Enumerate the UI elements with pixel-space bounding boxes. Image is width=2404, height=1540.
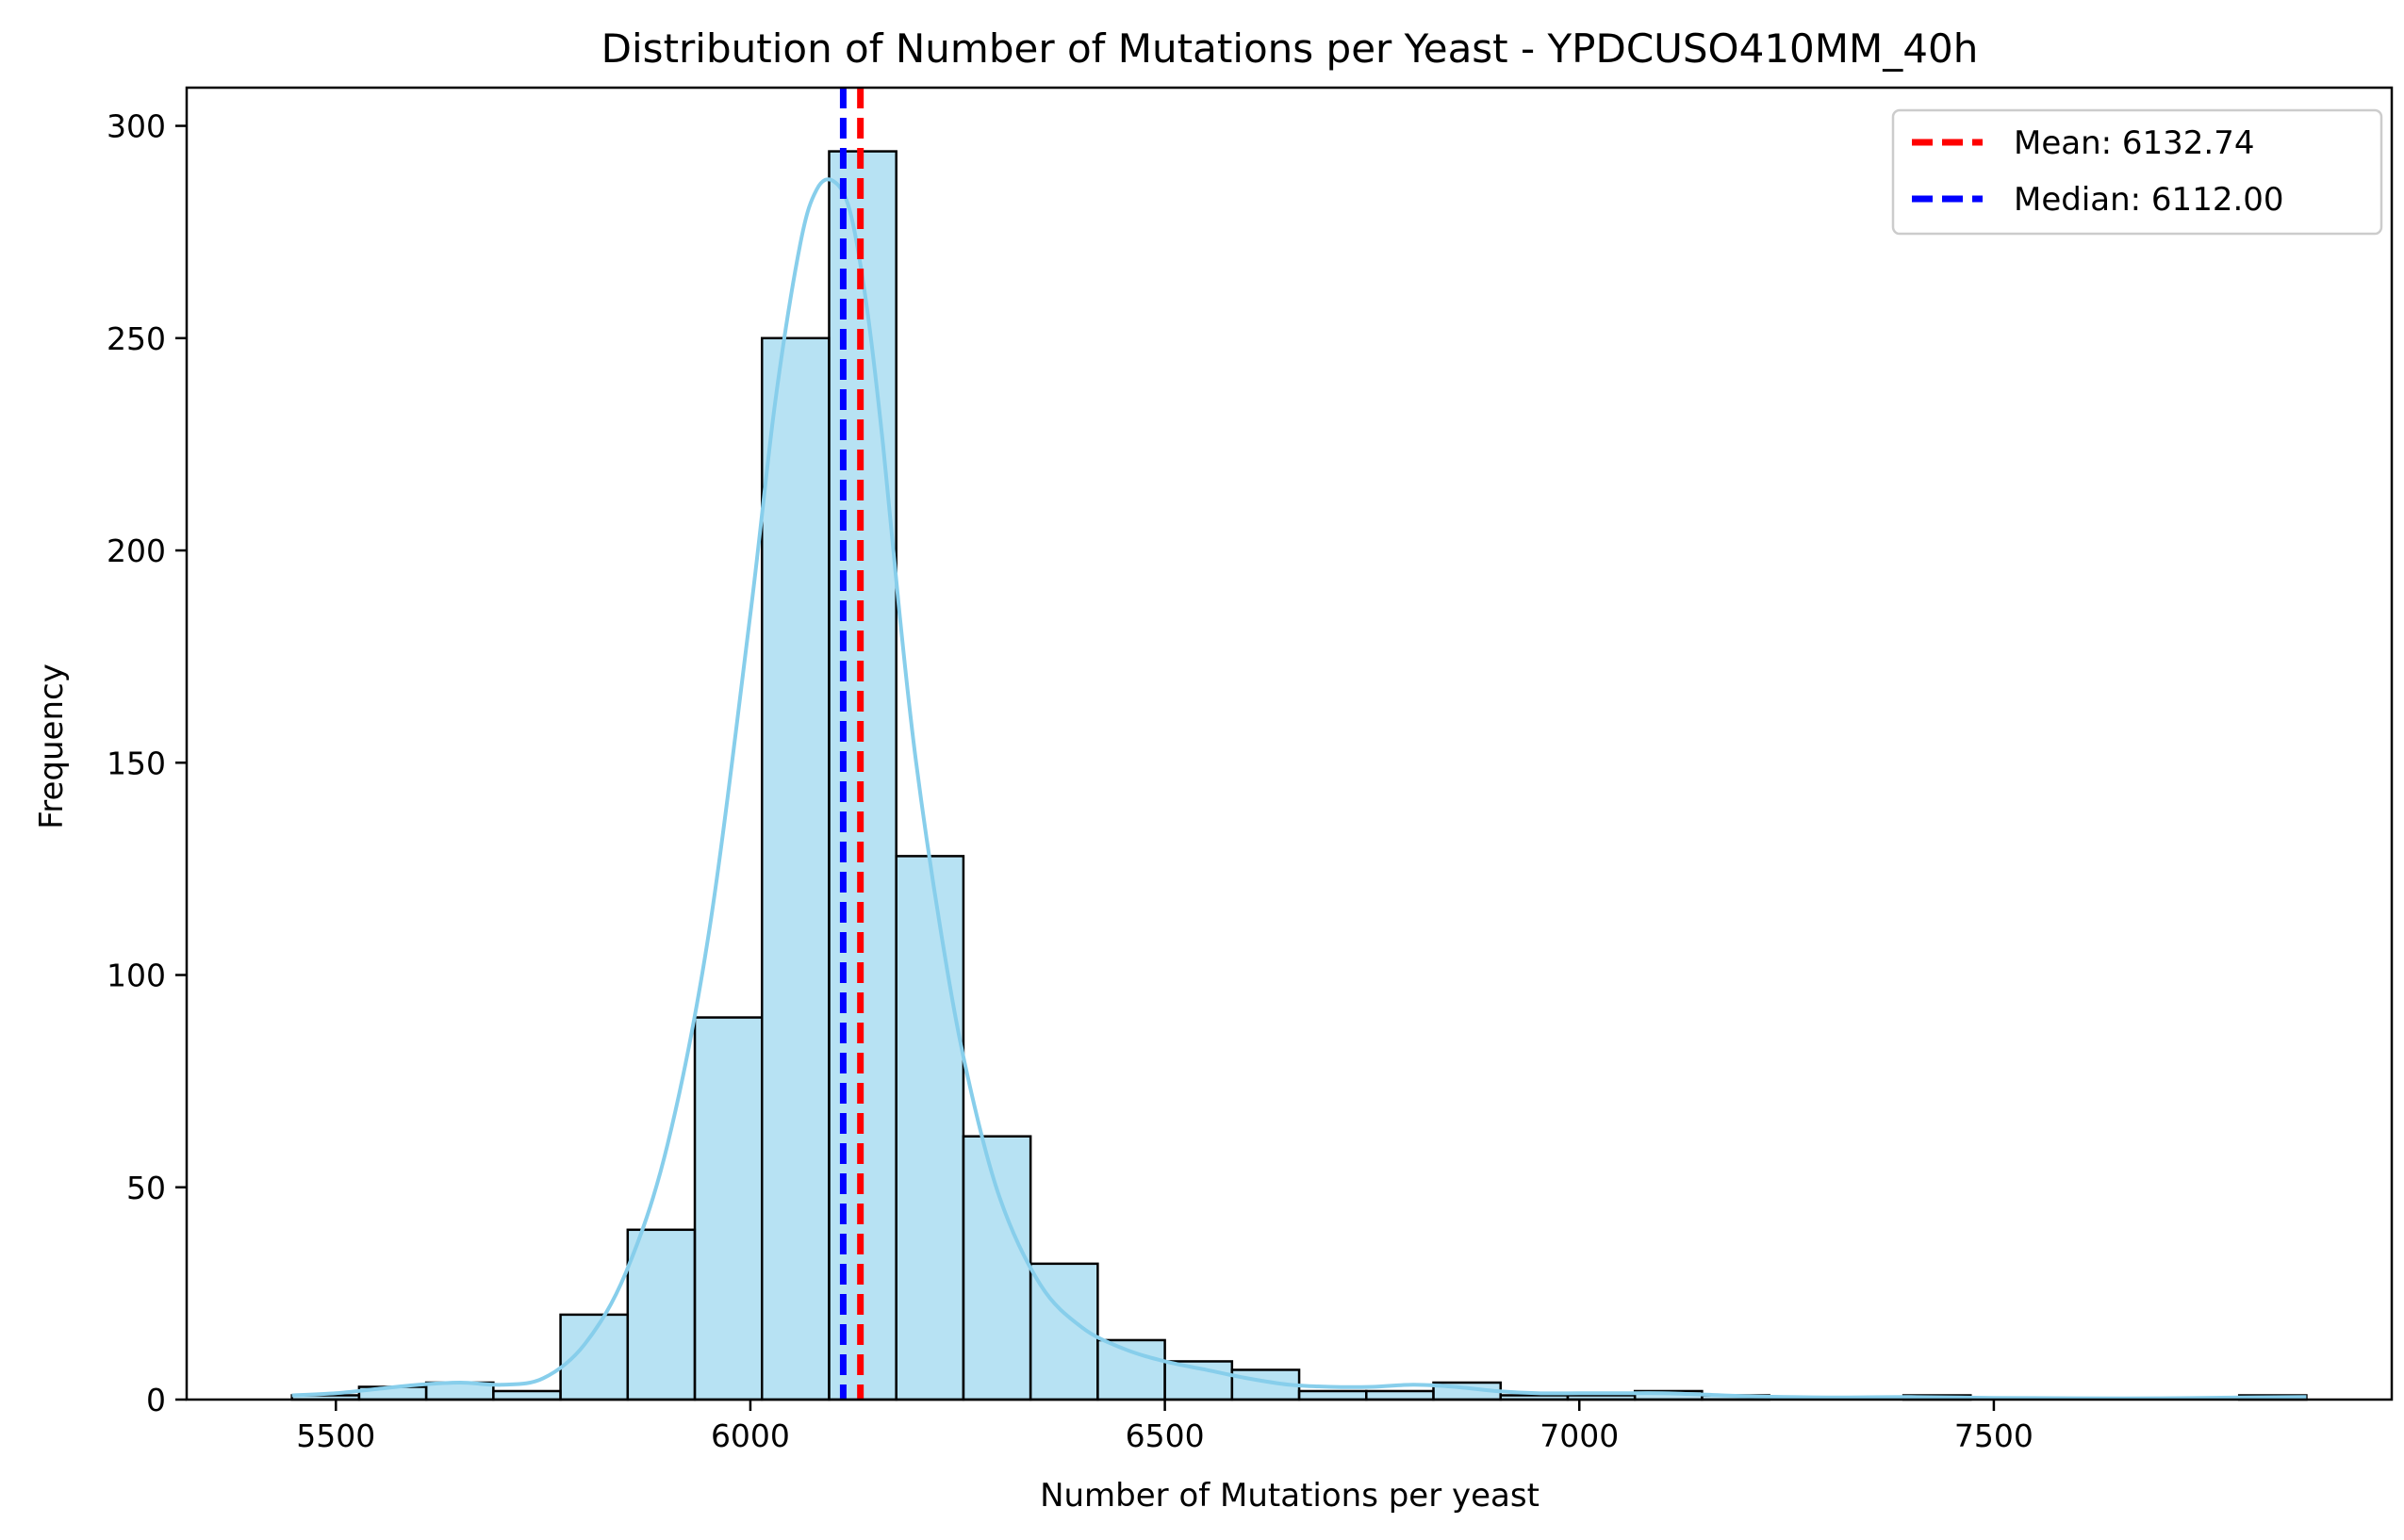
histogram-bar: [895, 855, 965, 1401]
y-tick-label: 0: [146, 1382, 166, 1418]
histogram-bar: [492, 1389, 562, 1401]
x-tick-label: 7000: [1540, 1417, 1619, 1454]
y-tick-label: 300: [107, 108, 166, 145]
plot-area: 5500 6000 6500 7000 7500 0 50 100 150 200 250 300 Me…: [107, 86, 2394, 1454]
y-tick-label: 100: [107, 958, 166, 994]
x-tick-label: 6000: [711, 1417, 790, 1454]
legend-median-label: Median: 6112.00: [2014, 181, 2284, 219]
histogram-bar: [962, 1135, 1032, 1401]
legend-mean-label: Mean: 6132.74: [2014, 124, 2255, 162]
legend-box: [1891, 108, 2383, 236]
histogram-bar: [761, 336, 831, 1401]
y-tick-label: 50: [126, 1170, 166, 1206]
histogram-bar: [1297, 1389, 1368, 1401]
histogram-bar: [1096, 1338, 1166, 1401]
axes-frame: [185, 86, 2394, 1401]
chart-title: Distribution of Number of Mutations per …: [601, 25, 1979, 72]
y-tick-label: 200: [107, 532, 166, 569]
histogram-bar: [693, 1016, 764, 1401]
x-tick-label: 7500: [1954, 1417, 2034, 1454]
bars: [290, 150, 2308, 1401]
x-axis-label: Number of Mutations per yeast: [1040, 1477, 1540, 1515]
histogram-bar: [626, 1228, 697, 1401]
legend: Mean: 6132.74 Median: 6112.00: [1891, 108, 2383, 236]
y-tick-label: 250: [107, 320, 166, 357]
y-axis-label: Frequency: [33, 664, 71, 829]
y-tick-label: 150: [107, 745, 166, 781]
histogram-bar: [1365, 1389, 1435, 1401]
kde-curve: [291, 177, 2307, 1401]
x-tick-label: 5500: [296, 1417, 375, 1454]
x-tick-label: 6500: [1126, 1417, 1205, 1454]
